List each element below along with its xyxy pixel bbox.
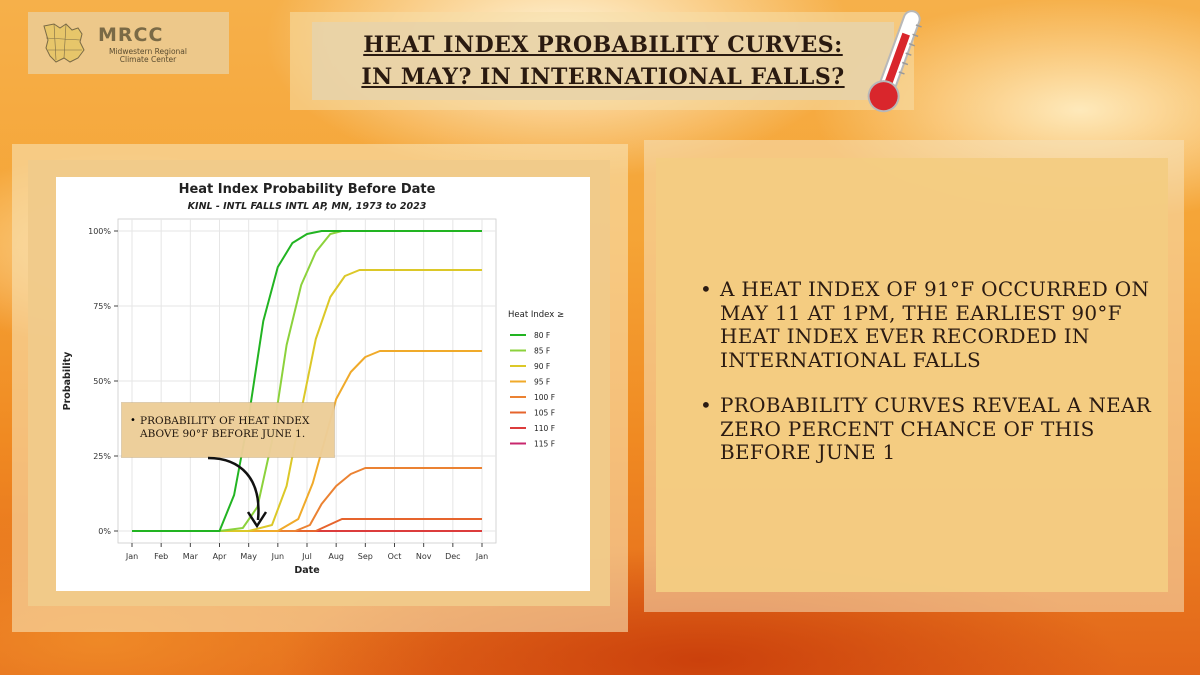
x-tick-label: Oct [388, 552, 402, 561]
x-tick-label: Jul [301, 552, 312, 561]
summary-panel: A HEAT INDEX OF 91°F OCCURRED ON MAY 11 … [644, 140, 1184, 612]
legend-title: Heat Index ≥ [508, 310, 564, 320]
series-line-90f [132, 269, 482, 532]
title-box: HEAT INDEX PROBABILITY CURVES: IN MAY? I… [312, 22, 894, 100]
x-tick-label: Mar [183, 552, 199, 561]
y-tick-label: 50% [93, 377, 111, 386]
legend-label: 105 F [534, 409, 555, 418]
summary-list: A HEAT INDEX OF 91°F OCCURRED ON MAY 11 … [700, 277, 1160, 487]
summary-panel-inner: A HEAT INDEX OF 91°F OCCURRED ON MAY 11 … [656, 158, 1168, 592]
legend-label: 95 F [534, 378, 550, 387]
x-tick-label: Sep [358, 552, 373, 561]
logo-panel: MRCC Midwestern Regional Climate Center [28, 12, 229, 74]
summary-bullet-2: PROBABILITY CURVES REVEAL A NEAR ZERO PE… [700, 393, 1160, 465]
logo-subtitle: Midwestern Regional Climate Center [109, 47, 187, 64]
y-tick-label: 0% [98, 527, 111, 536]
callout-text: PROBABILITY OF HEAT INDEX ABOVE 90°F BEF… [140, 415, 310, 440]
legend-label: 100 F [534, 393, 555, 402]
x-tick-label: Aug [328, 552, 344, 561]
callout-arrow [207, 456, 268, 529]
midwest-map-icon [43, 23, 85, 63]
callout-bullet: • [130, 415, 136, 426]
x-tick-label: Nov [416, 552, 432, 561]
logo: MRCC Midwestern Regional Climate Center [40, 20, 218, 68]
y-tick-label: 100% [88, 227, 111, 236]
thermometer-icon [867, 10, 922, 113]
x-tick-label: Jan [125, 552, 138, 561]
legend-label: 110 F [534, 424, 555, 433]
x-tick-label: Dec [445, 552, 460, 561]
x-tick-label: Apr [213, 552, 228, 561]
x-tick-label: Jan [475, 552, 488, 561]
page-title-line-2: IN MAY? IN INTERNATIONAL FALLS? [361, 64, 845, 90]
title-panel: HEAT INDEX PROBABILITY CURVES: IN MAY? I… [290, 12, 914, 110]
chart-subtitle: KINL - INTL FALLS INTL AP, MN, 1973 to 2… [188, 201, 427, 212]
legend-label: 85 F [534, 347, 550, 356]
legend-label: 90 F [534, 362, 550, 371]
x-tick-label: Feb [154, 552, 168, 561]
heat-index-chart: Jan Feb Mar Apr May Jun Jul Aug Sep Oct Nov Dec Jan 0… [62, 182, 564, 576]
series-line-100f [132, 467, 482, 532]
logo-name: MRCC [98, 24, 164, 46]
chart-card: Jan Feb Mar Apr May Jun Jul Aug Sep Oct Nov Dec Jan 0… [56, 177, 590, 591]
legend-label: 80 F [534, 331, 550, 340]
legend-label: 115 F [534, 440, 555, 449]
series-line-80f [132, 230, 482, 532]
callout-box: • PROBABILITY OF HEAT INDEX ABOVE 90°F B… [122, 403, 334, 457]
x-tick-label: Jun [271, 552, 285, 561]
y-tick-label: 25% [93, 452, 111, 461]
chart-title: Heat Index Probability Before Date [179, 182, 436, 197]
summary-bullet-1: A HEAT INDEX OF 91°F OCCURRED ON MAY 11 … [700, 277, 1160, 372]
series-line-85f [132, 230, 482, 532]
page-title-line-1: HEAT INDEX PROBABILITY CURVES: [363, 32, 843, 58]
y-axis-label: Probability [62, 351, 73, 410]
y-tick-label: 75% [93, 302, 111, 311]
x-tick-label: May [240, 552, 257, 561]
x-axis-label: Date [294, 565, 319, 576]
